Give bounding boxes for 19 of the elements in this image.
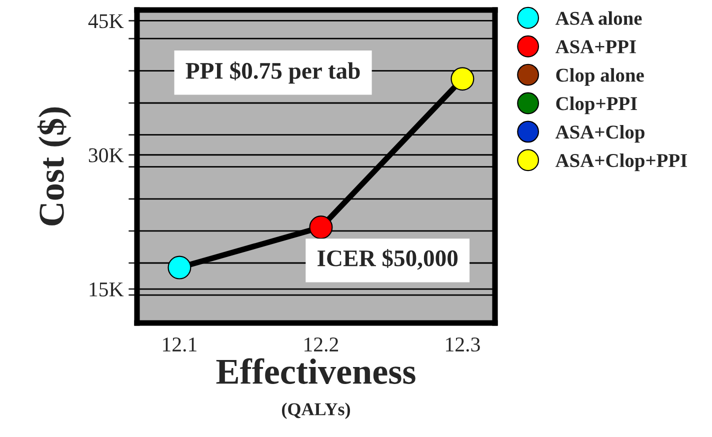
x-tick-label: 12.3 [446, 338, 480, 352]
x-tick-label: 12.2 [304, 338, 338, 352]
y-tick-label: 30K [88, 148, 124, 162]
y-axis-title: Cost ($) [37, 107, 72, 226]
legend-label: ASA alone [555, 11, 642, 25]
legend-label: ASA+PPI [555, 40, 636, 54]
legend-label: Clop alone [556, 68, 644, 86]
point [309, 216, 333, 240]
y-tick-label: 15K [90, 282, 124, 296]
legend-label: ASA+Clop+PPI [555, 153, 687, 172]
y-tick-label: 45K [88, 14, 124, 28]
annotation: PPI $0.75 per tab [186, 62, 360, 84]
x-tick-label: 12.1 [163, 338, 196, 352]
text: Effectiveness (QALYs) [216, 358, 416, 419]
legend-label: Clop+PPI [556, 96, 638, 114]
annotation: ICER $50,000 [318, 248, 458, 270]
legend-label: ASA+Clop [555, 124, 644, 143]
point [168, 256, 192, 280]
point [450, 67, 474, 91]
